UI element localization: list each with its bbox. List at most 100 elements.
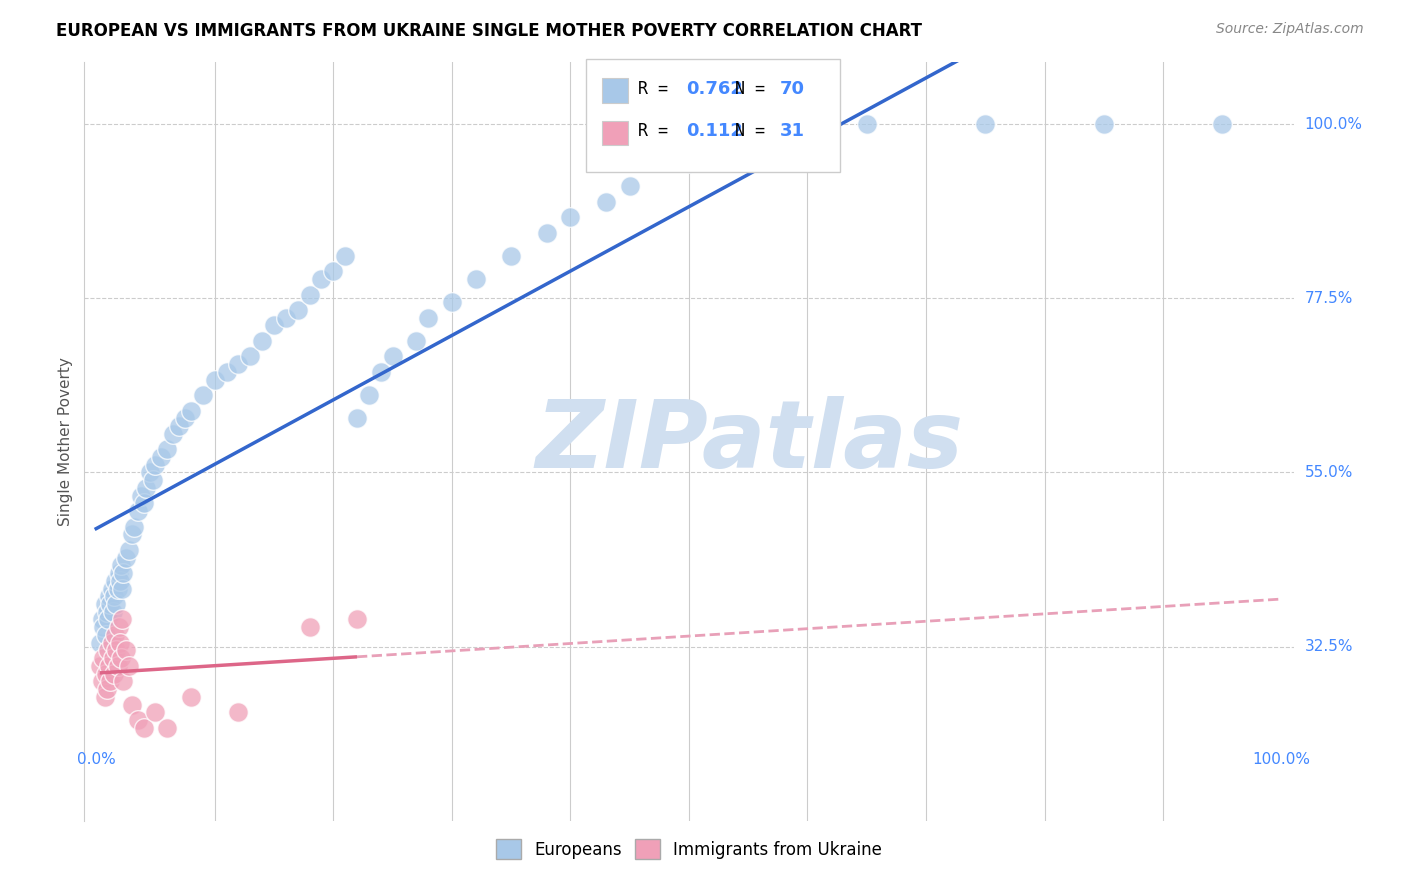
Point xyxy=(100,582,122,596)
Point xyxy=(110,651,132,665)
Point xyxy=(108,636,131,650)
Point xyxy=(96,605,118,619)
Point xyxy=(107,620,129,634)
Point xyxy=(381,350,404,364)
Point xyxy=(103,589,125,603)
Text: 55.0%: 55.0% xyxy=(1305,465,1353,480)
Point xyxy=(191,388,214,402)
Point xyxy=(287,303,309,318)
Point xyxy=(97,643,120,657)
Point xyxy=(107,659,129,673)
Point xyxy=(112,674,135,689)
Point xyxy=(132,721,155,735)
Point xyxy=(346,612,368,626)
Point xyxy=(678,156,700,170)
Point xyxy=(619,179,641,194)
Point xyxy=(100,636,122,650)
Point xyxy=(464,272,486,286)
Point xyxy=(91,620,114,634)
Point xyxy=(121,698,143,712)
Text: 31: 31 xyxy=(780,122,804,140)
Text: 0.762: 0.762 xyxy=(686,80,744,98)
Point xyxy=(105,643,128,657)
Point xyxy=(162,426,184,441)
Point xyxy=(103,666,125,681)
Point xyxy=(91,651,114,665)
Point xyxy=(91,612,114,626)
Point xyxy=(250,334,273,348)
Point xyxy=(595,194,617,209)
Point xyxy=(274,310,297,325)
Point xyxy=(180,403,202,417)
Point xyxy=(1092,117,1115,131)
Point xyxy=(93,597,115,611)
Point xyxy=(101,651,124,665)
Text: ZIPatlas: ZIPatlas xyxy=(536,395,963,488)
Point xyxy=(228,357,250,371)
Point xyxy=(974,117,997,131)
Point xyxy=(228,706,250,720)
Point xyxy=(96,682,118,697)
Text: 32.5%: 32.5% xyxy=(1305,639,1353,654)
Point xyxy=(108,574,131,588)
Point xyxy=(180,690,202,704)
FancyBboxPatch shape xyxy=(602,120,628,145)
Point xyxy=(138,466,160,480)
Point xyxy=(104,574,127,588)
Point xyxy=(357,388,380,402)
Point xyxy=(215,365,238,379)
Point xyxy=(298,287,321,301)
Point xyxy=(127,504,149,518)
Y-axis label: Single Mother Poverty: Single Mother Poverty xyxy=(58,357,73,526)
Point xyxy=(346,411,368,425)
Point xyxy=(855,117,877,131)
Point xyxy=(121,527,143,541)
Point xyxy=(115,643,138,657)
Point xyxy=(156,721,179,735)
Text: R =: R = xyxy=(638,80,678,98)
Point xyxy=(91,674,114,689)
Point xyxy=(94,628,117,642)
Point xyxy=(145,458,167,472)
Legend: Europeans, Immigrants from Ukraine: Europeans, Immigrants from Ukraine xyxy=(489,833,889,865)
Point xyxy=(298,620,321,634)
Point xyxy=(97,612,120,626)
Point xyxy=(101,605,124,619)
Point xyxy=(115,550,138,565)
Text: 70: 70 xyxy=(780,80,804,98)
Point xyxy=(536,226,558,240)
Point xyxy=(167,419,190,434)
Text: EUROPEAN VS IMMIGRANTS FROM UKRAINE SINGLE MOTHER POVERTY CORRELATION CHART: EUROPEAN VS IMMIGRANTS FROM UKRAINE SING… xyxy=(56,22,922,40)
Point xyxy=(204,373,226,387)
Point xyxy=(89,636,111,650)
Point xyxy=(370,365,392,379)
Point xyxy=(98,589,121,603)
Text: 100.0%: 100.0% xyxy=(1305,117,1362,132)
Text: Source: ZipAtlas.com: Source: ZipAtlas.com xyxy=(1216,22,1364,37)
Point xyxy=(127,713,149,727)
Text: 0.112: 0.112 xyxy=(686,122,744,140)
Text: 100.0%: 100.0% xyxy=(1253,753,1310,767)
Point xyxy=(737,140,759,154)
FancyBboxPatch shape xyxy=(586,59,841,172)
Point xyxy=(263,318,285,333)
Point xyxy=(111,582,134,596)
Point xyxy=(93,690,115,704)
Point xyxy=(107,566,129,580)
Point xyxy=(107,582,129,596)
Point xyxy=(501,249,523,263)
Point xyxy=(820,117,842,131)
Point xyxy=(239,350,262,364)
Point xyxy=(118,542,141,557)
Text: 0.0%: 0.0% xyxy=(77,753,115,767)
Point xyxy=(1211,117,1233,131)
Point xyxy=(440,295,463,310)
Point xyxy=(129,489,152,503)
Point xyxy=(150,450,173,464)
Point xyxy=(110,558,132,573)
Point xyxy=(105,597,128,611)
Point xyxy=(418,310,440,325)
Point xyxy=(122,519,145,533)
Point xyxy=(89,659,111,673)
FancyBboxPatch shape xyxy=(602,78,628,103)
